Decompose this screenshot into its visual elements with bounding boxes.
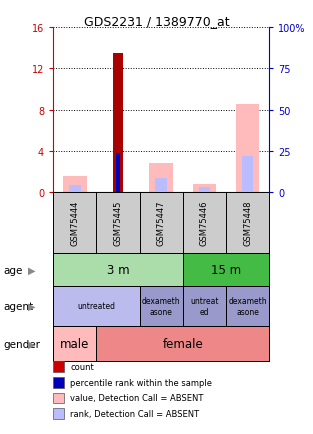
Text: gender: gender [3, 339, 40, 349]
Bar [116, 154, 120, 192]
Text: count: count [70, 362, 94, 372]
Bar [113, 54, 123, 192]
Text: percentile rank within the sample: percentile rank within the sample [70, 378, 213, 387]
Bar [53, 326, 96, 362]
Bar [155, 178, 167, 192]
Text: GSM75446: GSM75446 [200, 200, 209, 246]
Text: ▶: ▶ [28, 339, 35, 349]
Text: GSM75444: GSM75444 [70, 201, 79, 246]
Text: rank, Detection Call = ABSENT: rank, Detection Call = ABSENT [70, 409, 200, 418]
Text: agent: agent [3, 301, 33, 311]
Bar [149, 164, 173, 192]
Bar [183, 253, 269, 286]
Text: GSM75448: GSM75448 [243, 200, 252, 246]
Text: GSM75447: GSM75447 [157, 200, 166, 246]
Bar [69, 185, 81, 192]
Bar [226, 286, 269, 326]
Bar [198, 187, 210, 192]
Bar [183, 286, 226, 326]
Text: age: age [3, 265, 23, 275]
Bar [53, 253, 183, 286]
Bar [63, 177, 87, 192]
Text: 3 m: 3 m [107, 263, 129, 276]
Text: dexameth
asone: dexameth asone [228, 296, 267, 316]
Text: untreat
ed: untreat ed [190, 296, 219, 316]
Bar [140, 286, 183, 326]
Bar [242, 157, 254, 192]
Bar [236, 105, 259, 192]
Bar [53, 286, 140, 326]
Text: male: male [60, 337, 90, 350]
Bar [96, 326, 269, 362]
Text: GSM75445: GSM75445 [114, 201, 122, 246]
Text: ▶: ▶ [28, 301, 35, 311]
Text: dexameth
asone: dexameth asone [142, 296, 181, 316]
Text: GDS2231 / 1389770_at: GDS2231 / 1389770_at [84, 15, 229, 28]
Text: ▶: ▶ [28, 265, 35, 275]
Text: value, Detection Call = ABSENT: value, Detection Call = ABSENT [70, 394, 204, 402]
Bar [192, 184, 216, 192]
Text: 15 m: 15 m [211, 263, 241, 276]
Text: female: female [162, 337, 203, 350]
Text: untreated: untreated [77, 302, 115, 311]
